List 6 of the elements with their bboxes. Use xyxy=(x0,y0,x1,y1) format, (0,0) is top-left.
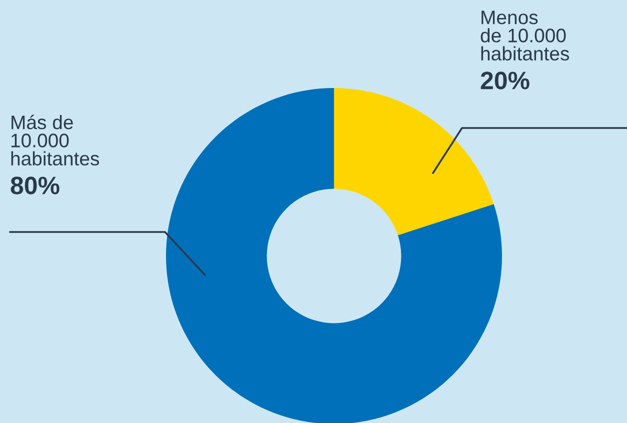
data-label: 80% xyxy=(10,176,60,194)
donut-slice xyxy=(166,88,502,423)
slice-label: Más de 10.000 habitantes xyxy=(11,114,100,166)
data-label: 20% xyxy=(480,72,530,90)
slice-label: Menos de 10.000 habitantes xyxy=(480,10,570,61)
donut-slice xyxy=(334,88,494,236)
